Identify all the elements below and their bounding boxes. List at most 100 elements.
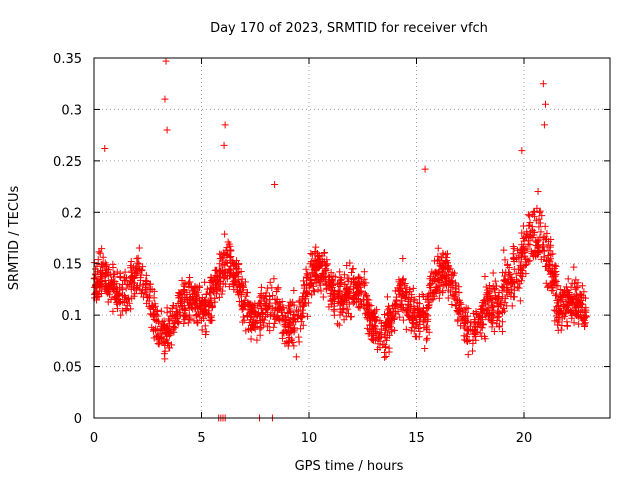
data-point: [464, 305, 472, 313]
data-point: [329, 272, 337, 280]
data-point: [237, 298, 245, 306]
data-point: [380, 349, 388, 357]
data-point: [498, 328, 506, 336]
data-point: [104, 289, 112, 297]
data-point: [542, 100, 549, 108]
data-point: [460, 314, 468, 322]
data-point: [257, 297, 265, 305]
data-point: [548, 284, 556, 292]
data-point: [471, 333, 479, 341]
data-point: [448, 268, 456, 276]
data-point: [249, 318, 257, 326]
data-point: [340, 316, 348, 324]
data-point: [230, 281, 238, 289]
data-point: [101, 145, 109, 153]
data-point: [254, 309, 262, 317]
data-point: [274, 284, 282, 292]
data-point: [210, 286, 218, 294]
data-point: [186, 290, 194, 298]
data-point: [142, 271, 150, 279]
data-point: [421, 165, 429, 173]
data-point: [403, 289, 411, 297]
data-point: [513, 255, 521, 263]
data-point: [157, 307, 165, 315]
data-point: [94, 256, 102, 264]
data-point: [414, 324, 422, 332]
data-point: [385, 344, 393, 352]
data-point: [504, 260, 512, 268]
data-point: [279, 304, 287, 312]
data-point: [543, 243, 551, 251]
data-point: [253, 302, 261, 310]
data-point: [152, 333, 160, 341]
data-point: [155, 319, 163, 327]
data-point: [289, 338, 297, 346]
data-point: [402, 288, 410, 296]
data-point: [572, 295, 580, 303]
data-point: [523, 256, 531, 264]
data-point: [256, 325, 264, 333]
data-point: [408, 324, 416, 332]
data-point: [520, 237, 528, 245]
data-point: [421, 316, 429, 324]
data-point: [478, 324, 486, 332]
data-point: [558, 314, 566, 322]
data-point: [557, 326, 565, 334]
data-point: [383, 293, 391, 301]
data-point: [565, 290, 573, 298]
data-point: [396, 313, 404, 321]
data-point: [322, 280, 330, 288]
data-point: [376, 337, 384, 345]
data-point: [335, 321, 343, 329]
data-point: [274, 306, 282, 314]
data-point: [314, 257, 322, 265]
data-point: [451, 301, 459, 309]
data-point: [499, 284, 507, 292]
data-point: [409, 284, 417, 292]
data-point: [113, 268, 121, 276]
data-point: [388, 328, 396, 336]
data-point: [121, 268, 129, 276]
data-point: [549, 250, 557, 258]
data-point: [477, 305, 485, 313]
data-point: [205, 316, 213, 324]
data-point: [218, 262, 226, 270]
data-point: [191, 296, 199, 304]
data-point: [284, 342, 292, 350]
data-point: [443, 253, 451, 261]
data-point: [320, 249, 328, 257]
data-point: [479, 321, 487, 329]
data-point: [452, 281, 460, 289]
data-point: [278, 329, 286, 337]
data-point: [500, 246, 508, 254]
data-point: [109, 264, 117, 272]
data-point: [193, 294, 201, 302]
data-point: [186, 315, 194, 323]
data-point: [266, 312, 274, 320]
data-point: [487, 295, 495, 303]
data-point: [417, 312, 425, 320]
data-point: [572, 311, 580, 319]
data-point: [143, 293, 151, 301]
data-point: [579, 308, 587, 316]
data-point: [211, 294, 219, 302]
data-point: [110, 283, 118, 291]
data-point: [484, 312, 492, 320]
data-point: [541, 263, 549, 271]
data-point: [484, 298, 492, 306]
data-point: [519, 222, 527, 230]
data-point: [559, 291, 567, 299]
data-point: [245, 310, 253, 318]
data-point: [462, 337, 470, 345]
data-point: [222, 259, 230, 267]
data-point: [150, 294, 158, 302]
data-point: [498, 287, 506, 295]
data-point: [97, 272, 105, 280]
data-point: [209, 277, 217, 285]
data-point: [175, 318, 183, 326]
data-point: [576, 290, 584, 298]
data-point: [248, 305, 256, 313]
data-point: [315, 262, 323, 270]
x-tick-label: 5: [197, 431, 205, 446]
data-point: [423, 334, 431, 342]
